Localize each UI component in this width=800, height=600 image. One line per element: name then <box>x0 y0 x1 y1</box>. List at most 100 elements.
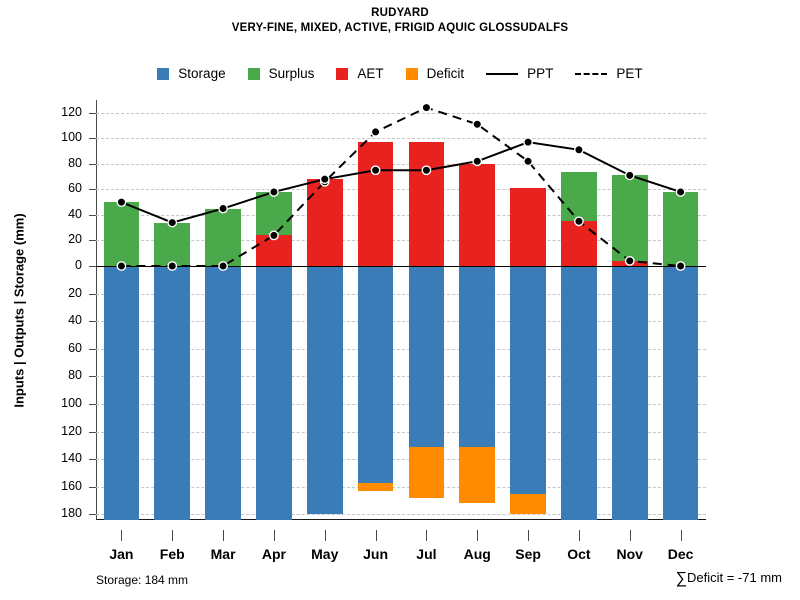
y-axis-tick <box>89 486 96 488</box>
gridline <box>96 459 706 461</box>
y-axis-tick <box>89 321 96 323</box>
x-axis-tick <box>121 530 123 541</box>
legend-item-ppt[interactable]: PPT <box>486 66 553 81</box>
month-bar-jan[interactable] <box>103 100 140 520</box>
y-axis-tick <box>89 459 96 461</box>
storage-note: Storage: 184 mm <box>96 573 189 587</box>
x-axis-label-mar: Mar <box>210 546 236 562</box>
legend-item-storage[interactable]: Storage <box>157 66 226 81</box>
y-axis-tick-label: 40 <box>68 313 82 328</box>
legend-swatch-icon <box>405 67 418 80</box>
gridline <box>96 321 706 323</box>
storage-segment <box>459 266 496 447</box>
legend-item-pet[interactable]: PET <box>575 66 643 81</box>
aet-segment <box>459 163 496 266</box>
x-axis-tick <box>172 530 174 541</box>
y-axis-tick-label: 60 <box>68 181 82 196</box>
x-axis-tick <box>273 530 275 541</box>
chart-legend: Storage Surplus AET Deficit PPT PET <box>0 66 800 81</box>
aet-segment <box>510 188 546 266</box>
y-axis-tick-label: 60 <box>68 340 82 355</box>
legend-swatch-icon <box>157 67 170 80</box>
surplus-segment <box>154 222 191 266</box>
x-axis-label-oct: Oct <box>567 546 591 562</box>
storage-segment <box>154 266 191 520</box>
gridline <box>96 486 706 488</box>
page-title: RUDYARD <box>371 7 429 19</box>
y-axis-tick-label: 20 <box>68 285 82 300</box>
y-axis-tick-label: 160 <box>61 478 82 493</box>
x-axis-tick <box>629 530 631 541</box>
y-axis-tick <box>89 266 96 267</box>
y-axis-tick-label: 80 <box>68 155 82 170</box>
y-axis-tick <box>89 348 96 350</box>
y-axis-tick-label: 120 <box>61 423 82 438</box>
plot-area: 120 100 80 60 40 20 0 20 40 60 80 100 120 140 160 180 <box>61 100 706 520</box>
aet-segment <box>561 221 597 266</box>
x-axis-tick <box>680 530 682 541</box>
y-axis-tick <box>89 514 96 516</box>
legend-label: Deficit <box>426 66 465 81</box>
y-axis-tick-label: 40 <box>68 206 82 221</box>
y-axis-tick <box>89 404 96 406</box>
storage-segment <box>357 266 394 483</box>
month-bar-feb[interactable] <box>154 100 191 520</box>
surplus-segment <box>205 208 241 266</box>
month-bar-jun[interactable] <box>357 100 394 520</box>
y-axis-title-text: Inputs | Outputs | Storage (mm) <box>11 212 27 408</box>
legend-label: Storage <box>178 66 226 81</box>
x-axis-label-aug: Aug <box>463 546 491 562</box>
month-bar-dec[interactable] <box>662 100 699 520</box>
y-axis-tick-label: 80 <box>68 368 82 383</box>
month-bar-aug[interactable] <box>459 100 496 520</box>
aet-segment <box>357 142 394 266</box>
surplus-segment <box>611 175 648 261</box>
x-axis-label-jul: Jul <box>416 546 437 562</box>
x-axis-tick <box>223 530 225 541</box>
legend-label: PPT <box>527 66 554 81</box>
month-bar-mar[interactable] <box>205 100 241 520</box>
x-axis-label-jan: Jan <box>109 546 134 562</box>
storage-segment <box>662 266 699 520</box>
y-axis-tick <box>89 138 96 140</box>
legend-item-deficit[interactable]: Deficit <box>405 66 465 81</box>
month-bar-jul[interactable] <box>408 100 445 520</box>
gridline <box>96 514 706 516</box>
surplus-segment <box>561 171 597 222</box>
storage-segment <box>561 266 597 520</box>
gridline <box>96 404 706 406</box>
x-axis-label-nov: Nov <box>616 546 643 562</box>
deficit-segment <box>408 446 445 498</box>
gridline <box>96 348 706 350</box>
y-axis-tick <box>89 431 96 433</box>
month-bar-sep[interactable] <box>510 100 546 520</box>
legend-solid-line-icon <box>486 72 519 75</box>
month-bar-oct[interactable] <box>561 100 597 520</box>
y-axis-tick <box>89 293 96 295</box>
month-bar-may[interactable] <box>306 100 343 520</box>
y-axis-tick <box>89 240 96 242</box>
gridline <box>96 431 706 433</box>
y-axis-tick-label: 100 <box>61 396 82 411</box>
y-axis-tick-label: 120 <box>61 104 82 119</box>
month-bar-apr[interactable] <box>256 100 292 520</box>
legend-swatch-icon <box>336 67 349 80</box>
x-axis-label-apr: Apr <box>261 546 286 562</box>
y-axis-tick-label: 20 <box>68 232 82 247</box>
legend-item-aet[interactable]: AET <box>336 66 384 81</box>
y-axis-tick <box>89 163 96 165</box>
sigma-icon: ∑ <box>675 570 687 587</box>
aet-segment <box>408 142 445 266</box>
y-axis-tick-label: 100 <box>61 130 82 145</box>
legend-label: AET <box>357 66 384 81</box>
deficit-note: ∑Deficit = -71 mm <box>676 570 782 588</box>
y-axis-tick-label: 180 <box>61 506 82 521</box>
y-axis-title: Inputs | Outputs | Storage (mm) <box>10 100 28 520</box>
x-axis-tick <box>426 530 428 541</box>
y-axis-tick <box>89 189 96 191</box>
storage-segment <box>306 266 343 515</box>
legend-item-surplus[interactable]: Surplus <box>247 66 314 81</box>
month-bar-nov[interactable] <box>611 100 648 520</box>
y-axis-tick <box>89 112 96 114</box>
